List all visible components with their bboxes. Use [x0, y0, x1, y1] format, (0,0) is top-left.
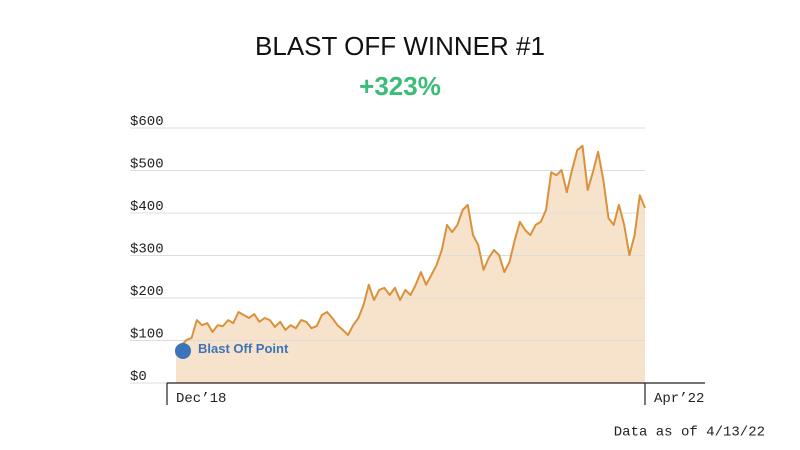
x-tick-label: Dec’18: [176, 391, 226, 407]
y-tick-label: $0: [130, 369, 147, 385]
line: [175, 144, 646, 356]
y-tick-label: $300: [130, 242, 164, 258]
x-tick-label: Apr’22: [654, 391, 704, 407]
y-tick-label: $500: [130, 157, 164, 173]
y-tick-label: $200: [130, 284, 164, 300]
y-tick-label: $100: [130, 327, 164, 343]
chart-subtitle: +323%: [359, 71, 441, 101]
footnote: Data as of 4/13/22: [614, 425, 765, 441]
area: [176, 145, 645, 383]
annotation: Blast Off Point: [198, 341, 289, 356]
y-tick-label: $600: [130, 114, 164, 130]
chart-title: BLAST OFF WINNER #1: [255, 31, 545, 61]
y-tick-label: $400: [130, 199, 164, 215]
blast-off-marker: [175, 342, 191, 359]
